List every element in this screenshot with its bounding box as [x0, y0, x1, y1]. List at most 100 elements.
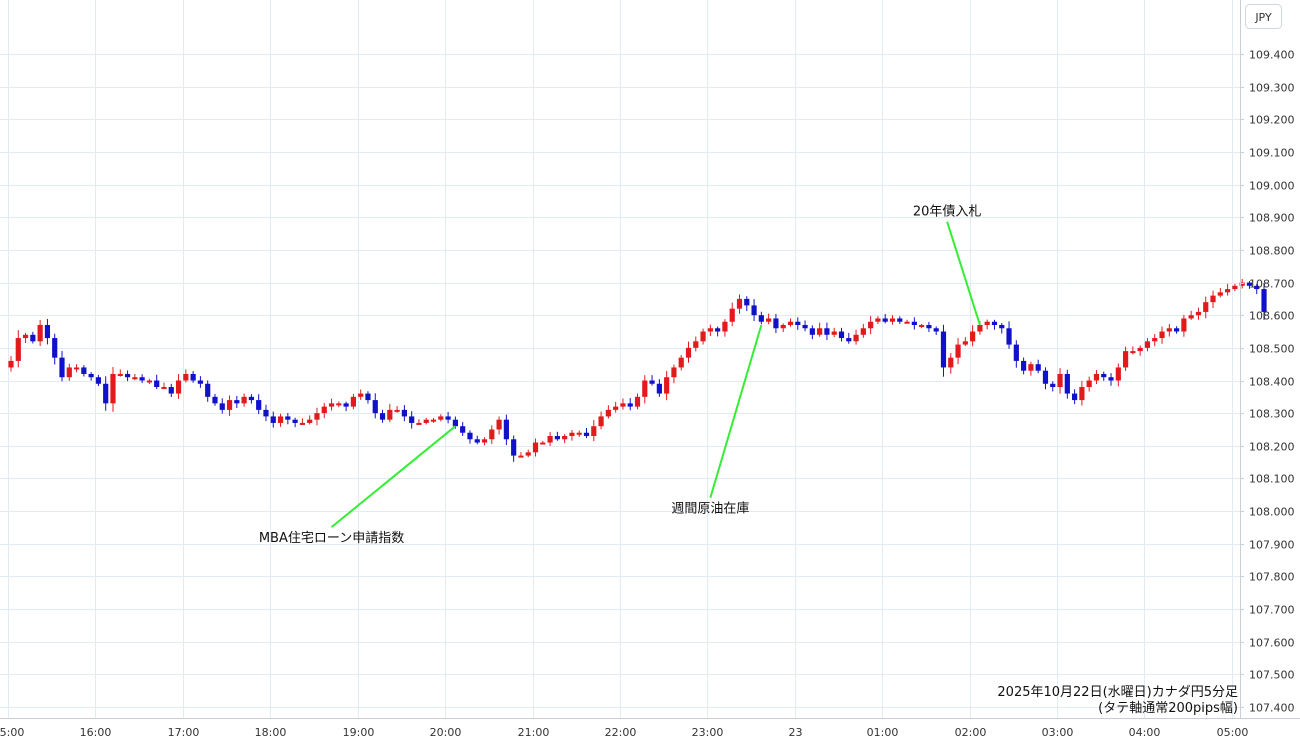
- candle-body: [168, 387, 174, 394]
- annotations: MBA住宅ローン申請指数 週間原油在庫 20年債入札: [259, 205, 982, 547]
- candle-body: [576, 432, 582, 435]
- candle-body: [132, 377, 138, 380]
- time-tick-label: 22:00: [605, 726, 637, 739]
- candle-down: [838, 327, 845, 342]
- candle-body: [824, 328, 830, 335]
- candle-down: [1254, 283, 1260, 295]
- candle-body: [430, 419, 437, 422]
- candle-up: [423, 417, 429, 425]
- candle-body: [1115, 367, 1121, 381]
- price-tick-label: 109.300: [1249, 82, 1295, 95]
- annotation-leader-line: [709, 324, 763, 499]
- candle-up: [919, 323, 925, 329]
- candle-body: [1093, 373, 1100, 381]
- candle-body: [161, 387, 167, 390]
- candle-body: [314, 413, 320, 420]
- candle-down: [758, 311, 764, 325]
- candle-body: [977, 324, 983, 332]
- candle-up: [358, 389, 364, 400]
- candle-body: [715, 328, 721, 332]
- candle-body: [591, 426, 597, 437]
- candle-body: [620, 403, 626, 407]
- candle-up: [642, 375, 648, 404]
- candle-up: [1086, 376, 1092, 392]
- candle-body: [328, 403, 335, 407]
- candle-up: [66, 363, 72, 381]
- candle-up: [336, 401, 342, 408]
- candle-up: [875, 316, 881, 325]
- candle-up: [722, 319, 728, 337]
- candle-down: [168, 383, 174, 398]
- candle-body: [649, 380, 655, 384]
- candle-body: [103, 383, 109, 404]
- candle-up: [183, 369, 189, 383]
- candle-body: [1057, 373, 1063, 388]
- candle-body: [926, 324, 932, 329]
- candle-body: [358, 393, 364, 397]
- candle-body: [598, 416, 604, 427]
- candle-up: [525, 449, 531, 458]
- candle-down: [154, 374, 160, 390]
- candle-up: [860, 323, 866, 338]
- candle-up: [416, 419, 422, 425]
- candle-down: [103, 376, 109, 411]
- candle-body: [787, 321, 794, 325]
- candle-body: [817, 328, 823, 335]
- candle-body: [875, 318, 881, 322]
- candle-up: [489, 425, 495, 444]
- candle-body: [1152, 338, 1158, 342]
- candle-up: [780, 323, 786, 333]
- candle-body: [445, 416, 451, 420]
- candle-down: [649, 375, 655, 386]
- candle-body: [1144, 341, 1151, 348]
- candle-body: [583, 432, 590, 437]
- time-tick-label: 04:00: [1129, 726, 1161, 739]
- candle-body: [124, 373, 131, 378]
- price-axis[interactable]: 109.400 109.300 109.200 109.100 109.000 108.9…: [1240, 49, 1295, 715]
- candle-up: [955, 338, 961, 365]
- candle-up: [591, 419, 597, 442]
- candle-up: [970, 325, 976, 347]
- candle-down: [656, 379, 662, 397]
- candle-body: [481, 439, 488, 443]
- candle-up: [569, 430, 575, 441]
- candle-up: [110, 367, 116, 412]
- candle-up: [1057, 368, 1063, 394]
- candle-body: [336, 403, 342, 406]
- price-tick-label: 108.100: [1249, 473, 1295, 486]
- candle-body: [780, 324, 786, 329]
- candle-body: [387, 409, 393, 420]
- candle-up: [693, 336, 699, 352]
- price-tick-label: 108.700: [1249, 278, 1295, 291]
- candle-body: [1232, 285, 1238, 290]
- candle-up: [277, 413, 284, 427]
- candle-down: [991, 319, 998, 330]
- annotation-leader-line: [946, 221, 981, 326]
- candle-body: [948, 357, 954, 368]
- candle-body: [15, 338, 21, 361]
- candle-up: [664, 370, 670, 401]
- candle-up: [984, 319, 990, 330]
- candle-up: [22, 332, 29, 343]
- time-tick-label: 20:00: [430, 726, 462, 739]
- candle-body: [722, 321, 728, 332]
- candle-body: [511, 439, 517, 456]
- currency-label-box[interactable]: JPY: [1245, 4, 1282, 29]
- time-axis[interactable]: 15:00 16:00 17:00 18:00 19:00 20:00 21:00 22:00…: [0, 726, 1248, 739]
- candle-body: [642, 380, 648, 397]
- candle-down: [190, 371, 196, 383]
- price-tick-label: 108.800: [1249, 245, 1295, 258]
- candle-body: [88, 373, 94, 378]
- candle-down: [81, 365, 87, 377]
- candle-down: [88, 372, 94, 381]
- candle-body: [831, 331, 837, 335]
- price-tick-label: 107.600: [1249, 637, 1295, 650]
- candle-up: [1217, 287, 1223, 298]
- candle-body: [627, 403, 633, 407]
- candle-body: [554, 436, 560, 440]
- candle-up: [700, 328, 706, 345]
- candle-body: [205, 383, 211, 397]
- candle-up: [350, 393, 356, 410]
- candle-up: [1195, 307, 1202, 320]
- candle-body: [1203, 302, 1209, 312]
